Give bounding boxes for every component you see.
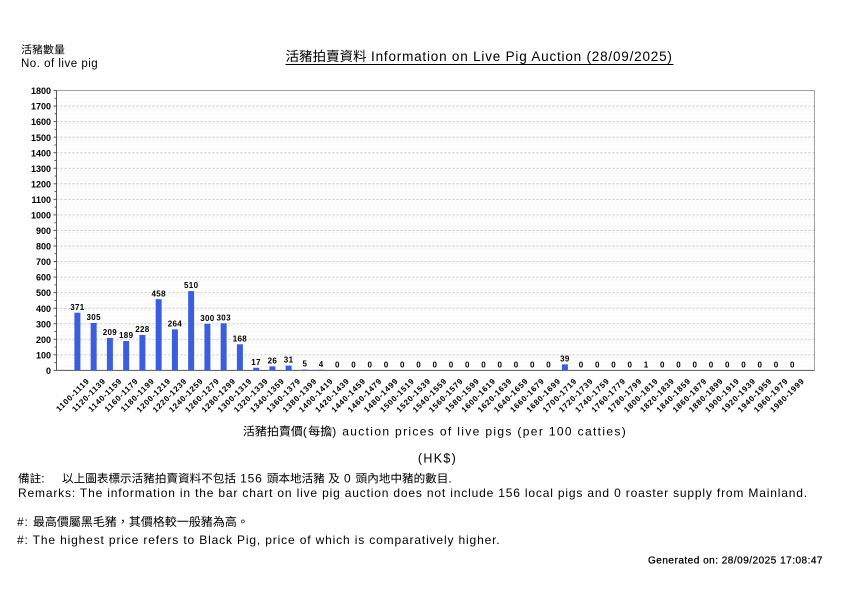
svg-text:Generated on: 28/09/2025 17:08: Generated on: 28/09/2025 17:08:47 xyxy=(648,556,823,567)
svg-text:371: 371 xyxy=(70,303,85,312)
svg-text:400: 400 xyxy=(36,304,51,314)
svg-text:200: 200 xyxy=(36,335,51,345)
svg-text:0: 0 xyxy=(416,361,421,370)
svg-text:0: 0 xyxy=(676,361,681,370)
svg-text:0: 0 xyxy=(432,361,437,370)
svg-text:39: 39 xyxy=(560,354,570,363)
svg-text:0: 0 xyxy=(497,361,502,370)
svg-text:510: 510 xyxy=(184,281,199,290)
svg-text:4: 4 xyxy=(319,360,324,369)
svg-text:(: ( xyxy=(303,425,308,439)
svg-text:156: 156 xyxy=(236,472,267,486)
svg-text:458: 458 xyxy=(151,289,166,298)
svg-text:0: 0 xyxy=(449,361,454,370)
svg-text:0: 0 xyxy=(611,361,616,370)
svg-text:0: 0 xyxy=(465,361,470,370)
svg-text:31: 31 xyxy=(284,356,294,365)
svg-text:300: 300 xyxy=(200,314,215,323)
svg-text:0: 0 xyxy=(530,361,535,370)
svg-text:1500: 1500 xyxy=(31,133,51,143)
svg-text:1: 1 xyxy=(644,360,649,369)
svg-text:0: 0 xyxy=(546,361,551,370)
svg-text:0: 0 xyxy=(595,361,600,370)
svg-text:1600: 1600 xyxy=(31,117,51,127)
svg-text:1400: 1400 xyxy=(31,148,51,158)
svg-text:228: 228 xyxy=(135,325,150,334)
svg-text:5: 5 xyxy=(302,360,307,369)
svg-text:) auction prices of live pigs: ) auction prices of live pigs (per 100 c… xyxy=(332,425,627,439)
svg-text:0: 0 xyxy=(627,361,632,370)
svg-text::: : xyxy=(41,472,44,486)
svg-text:17: 17 xyxy=(251,358,261,367)
svg-text:700: 700 xyxy=(36,257,51,267)
svg-text:0: 0 xyxy=(790,361,795,370)
svg-text:1800: 1800 xyxy=(31,86,51,96)
svg-text:600: 600 xyxy=(36,273,51,283)
svg-text:305: 305 xyxy=(86,313,101,322)
svg-text:0: 0 xyxy=(709,361,714,370)
svg-text:0: 0 xyxy=(757,361,762,370)
svg-text:0: 0 xyxy=(46,366,51,376)
svg-text:No. of live pig: No. of live pig xyxy=(21,58,98,70)
svg-text:Information on Live Pig Auctio: Information on Live Pig Auction (28/09/2… xyxy=(367,49,673,64)
svg-text:900: 900 xyxy=(36,226,51,236)
svg-text:800: 800 xyxy=(36,242,51,252)
svg-text:1700: 1700 xyxy=(31,102,51,112)
svg-text:0: 0 xyxy=(579,361,584,370)
svg-text:0: 0 xyxy=(692,361,697,370)
svg-text:0: 0 xyxy=(400,361,405,370)
svg-text:1000: 1000 xyxy=(31,211,51,221)
svg-text:(HK$): (HK$) xyxy=(418,452,457,466)
svg-text:0: 0 xyxy=(351,361,356,370)
svg-text:1100: 1100 xyxy=(31,195,51,205)
svg-text:500: 500 xyxy=(36,288,51,298)
svg-text:189: 189 xyxy=(119,331,134,340)
svg-text:.: . xyxy=(448,472,451,486)
svg-text:168: 168 xyxy=(233,334,248,343)
svg-text:303: 303 xyxy=(216,313,231,322)
svg-text:0: 0 xyxy=(725,361,730,370)
svg-text:0: 0 xyxy=(741,361,746,370)
svg-text:Remarks: The information in th: Remarks: The information in the bar char… xyxy=(18,486,808,500)
svg-text:1200: 1200 xyxy=(31,179,51,189)
svg-text:100: 100 xyxy=(36,351,51,361)
svg-text:264: 264 xyxy=(168,319,183,328)
svg-text:0: 0 xyxy=(774,361,779,370)
svg-text:1300: 1300 xyxy=(31,164,51,174)
svg-text:209: 209 xyxy=(103,328,118,337)
svg-text:0: 0 xyxy=(660,361,665,370)
svg-text:0: 0 xyxy=(340,472,356,486)
svg-text:300: 300 xyxy=(36,319,51,329)
svg-text:#:: #: xyxy=(17,515,33,529)
svg-text:0: 0 xyxy=(481,361,486,370)
svg-text:0: 0 xyxy=(384,361,389,370)
svg-text:0: 0 xyxy=(335,361,340,370)
svg-text:0: 0 xyxy=(514,361,519,370)
svg-text:#: The highest price refers to: #: The highest price refers to Black Pig… xyxy=(17,533,501,547)
svg-text:26: 26 xyxy=(268,357,278,366)
svg-text:0: 0 xyxy=(367,361,372,370)
